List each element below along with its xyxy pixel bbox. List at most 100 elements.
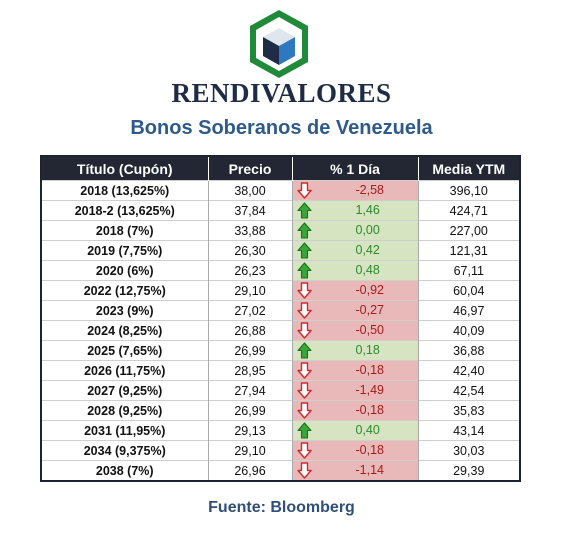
table-row: 2038 (7%) 26,96 -1,14 29,39 xyxy=(41,460,520,481)
up-arrow-icon xyxy=(296,422,312,439)
bond-title: 2038 (7%) xyxy=(41,460,208,481)
change-value: -0,92 xyxy=(355,283,385,297)
change-value: -0,50 xyxy=(355,323,385,337)
bond-title: 2022 (12,75%) xyxy=(41,280,208,301)
down-arrow-icon xyxy=(296,402,312,419)
bond-title: 2023 (9%) xyxy=(41,300,208,321)
change-value: -1,49 xyxy=(355,383,385,397)
table-row: 2022 (12,75%) 29,10 -0,92 60,04 xyxy=(41,280,520,301)
bond-price: 26,88 xyxy=(207,320,292,341)
bond-price: 38,00 xyxy=(207,180,292,201)
bond-change: 0,18 xyxy=(291,340,418,361)
bond-change: 1,46 xyxy=(291,200,418,221)
down-arrow-icon xyxy=(296,442,312,459)
change-value: 0,40 xyxy=(355,423,380,437)
bond-title: 2018-2 (13,625%) xyxy=(41,200,208,221)
bond-title: 2019 (7,75%) xyxy=(41,240,208,261)
bond-ytm: 42,40 xyxy=(417,360,520,381)
bond-ytm: 227,00 xyxy=(417,220,520,241)
bond-price: 37,84 xyxy=(207,200,292,221)
bond-change: -0,92 xyxy=(291,280,418,301)
table-header-row: Título (Cupón) Precio % 1 Día Media YTM xyxy=(41,156,520,181)
change-value: -0,18 xyxy=(355,403,385,417)
down-arrow-icon xyxy=(296,322,312,339)
bond-change: -2,58 xyxy=(291,180,418,201)
table-row: 2026 (11,75%) 28,95 -0,18 42,40 xyxy=(41,360,520,381)
change-value: 1,46 xyxy=(355,203,380,217)
bond-change: -0,18 xyxy=(291,440,418,461)
change-value: 0,00 xyxy=(355,223,380,237)
bond-ytm: 396,10 xyxy=(417,180,520,201)
bond-ytm: 46,97 xyxy=(417,300,520,321)
up-arrow-icon xyxy=(296,242,312,259)
bond-price: 26,99 xyxy=(207,340,292,361)
bond-change: 0,48 xyxy=(291,260,418,281)
change-value: -0,27 xyxy=(355,303,385,317)
header-change: % 1 Día xyxy=(291,156,418,181)
brand-name: RENDIVALORES xyxy=(171,78,392,108)
bond-price: 29,10 xyxy=(207,280,292,301)
table-row: 2027 (9,25%) 27,94 -1,49 42,54 xyxy=(41,380,520,401)
bond-ytm: 42,54 xyxy=(417,380,520,401)
table-row: 2031 (11,95%) 29,13 0,40 43,14 xyxy=(41,420,520,441)
bond-ytm: 30,03 xyxy=(417,440,520,461)
table-row: 2020 (6%) 26,23 0,48 67,11 xyxy=(41,260,520,281)
rendivalores-logo xyxy=(250,10,308,78)
bond-ytm: 29,39 xyxy=(417,460,520,481)
down-arrow-icon xyxy=(296,382,312,399)
bond-ytm: 424,71 xyxy=(417,200,520,221)
bond-title: 2031 (11,95%) xyxy=(41,420,208,441)
change-value: 0,18 xyxy=(355,343,380,357)
table-row: 2024 (8,25%) 26,88 -0,50 40,09 xyxy=(41,320,520,341)
bond-change: -1,49 xyxy=(291,380,418,401)
header-title: Título (Cupón) xyxy=(41,156,208,181)
bond-ytm: 35,83 xyxy=(417,400,520,421)
up-arrow-icon xyxy=(296,202,312,219)
bond-change: 0,42 xyxy=(291,240,418,261)
source-note: Fuente: Bloomberg xyxy=(208,499,355,516)
bond-price: 27,94 xyxy=(207,380,292,401)
header-price: Precio xyxy=(207,156,292,181)
bond-ytm: 121,31 xyxy=(417,240,520,261)
bond-title: 2020 (6%) xyxy=(41,260,208,281)
bond-price: 29,10 xyxy=(207,440,292,461)
bond-change: -1,14 xyxy=(291,460,418,481)
change-value: 0,42 xyxy=(355,243,380,257)
bond-table: Título (Cupón) Precio % 1 Día Media YTM … xyxy=(40,155,521,482)
down-arrow-icon xyxy=(296,182,312,199)
bond-price: 26,23 xyxy=(207,260,292,281)
bond-ytm: 36,88 xyxy=(417,340,520,361)
table-row: 2028 (9,25%) 26,99 -0,18 35,83 xyxy=(41,400,520,421)
table-row: 2019 (7,75%) 26,30 0,42 121,31 xyxy=(41,240,520,261)
bond-price: 27,02 xyxy=(207,300,292,321)
bond-price: 28,95 xyxy=(207,360,292,381)
bond-change: 0,40 xyxy=(291,420,418,441)
table-row: 2018 (7%) 33,88 0,00 227,00 xyxy=(41,220,520,241)
table-row: 2025 (7,65%) 26,99 0,18 36,88 xyxy=(41,340,520,361)
bond-ytm: 67,11 xyxy=(417,260,520,281)
change-value: -0,18 xyxy=(355,443,385,457)
bond-price: 29,13 xyxy=(207,420,292,441)
up-arrow-icon xyxy=(296,222,312,239)
bond-price: 33,88 xyxy=(207,220,292,241)
bond-price: 26,96 xyxy=(207,460,292,481)
bond-change: -0,27 xyxy=(291,300,418,321)
bond-ytm: 40,09 xyxy=(417,320,520,341)
table-row: 2034 (9,375%) 29,10 -0,18 30,03 xyxy=(41,440,520,461)
bond-title: 2028 (9,25%) xyxy=(41,400,208,421)
bond-title: 2024 (8,25%) xyxy=(41,320,208,341)
table-row: 2018-2 (13,625%) 37,84 1,46 424,71 xyxy=(41,200,520,221)
change-value: -1,14 xyxy=(355,463,385,477)
down-arrow-icon xyxy=(296,302,312,319)
bond-price: 26,99 xyxy=(207,400,292,421)
change-value: -2,58 xyxy=(355,183,385,197)
bond-title: 2018 (7%) xyxy=(41,220,208,241)
bond-title: 2027 (9,25%) xyxy=(41,380,208,401)
bond-title: 2025 (7,65%) xyxy=(41,340,208,361)
bond-title: 2034 (9,375%) xyxy=(41,440,208,461)
page-subtitle: Bonos Soberanos de Venezuela xyxy=(130,117,433,139)
bond-change: -0,50 xyxy=(291,320,418,341)
bond-ytm: 43,14 xyxy=(417,420,520,441)
change-value: 0,48 xyxy=(355,263,380,277)
down-arrow-icon xyxy=(296,362,312,379)
